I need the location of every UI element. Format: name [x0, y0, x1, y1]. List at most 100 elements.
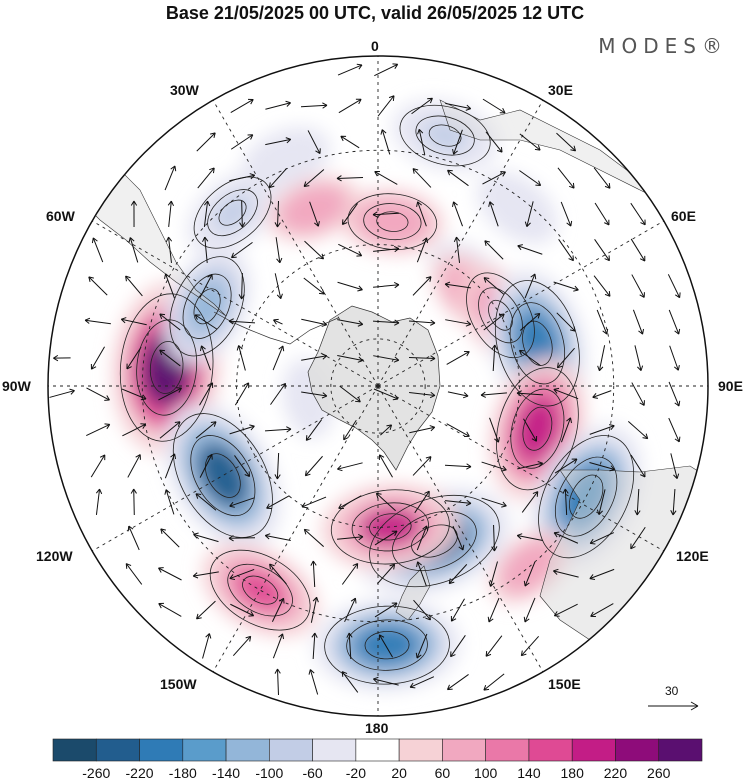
wind-arrow: [264, 533, 291, 542]
wind-arrow: [669, 345, 680, 371]
colorbar-tick-label: 260: [647, 765, 671, 781]
wind-arrow: [413, 599, 431, 621]
contour-line: [428, 124, 462, 147]
wind-arrow: [265, 137, 292, 146]
wind-arrow: [485, 635, 503, 657]
anomaly-blob: [292, 193, 335, 224]
wind-arrow: [130, 200, 138, 228]
wind-arrow: [303, 528, 325, 548]
contour-line: [522, 406, 553, 451]
wind-arrow: [337, 534, 364, 541]
wind-arrow: [446, 674, 469, 691]
wind-arrow: [589, 532, 615, 545]
colorbar-tick-label: 20: [391, 765, 407, 781]
wind-arrow: [301, 496, 327, 509]
wind-arrow: [483, 313, 505, 331]
meridian-line: [212, 99, 379, 387]
wind-arrow: [338, 243, 363, 257]
lon-label-90e: 90E: [718, 378, 743, 394]
wind-arrow: [122, 423, 147, 437]
wind-arrow: [589, 568, 615, 581]
wind-arrow: [90, 346, 105, 370]
wind-arrow: [519, 170, 542, 186]
wind-arrow: [557, 167, 575, 189]
wind-arrow: [523, 561, 536, 587]
wind-arrow: [481, 461, 507, 472]
wind-arrow: [594, 239, 610, 262]
contour-line: [494, 280, 580, 407]
wind-arrow: [336, 175, 364, 182]
wind-arrow: [194, 314, 218, 330]
wind-arrow: [445, 102, 472, 111]
wind-arrow: [524, 273, 537, 299]
wind-arrow: [86, 423, 111, 437]
contour-line: [538, 435, 635, 559]
lon-label-30w: 30W: [170, 82, 199, 98]
colorbar-tick-label: 220: [603, 765, 628, 781]
wind-arrow: [229, 173, 256, 182]
wind-arrow: [197, 167, 215, 189]
wind-arrow: [553, 531, 579, 544]
contour-line: [190, 435, 256, 517]
wind-arrow: [634, 488, 641, 516]
colorbar-swatch: [398, 738, 443, 762]
wind-arrow: [272, 345, 285, 371]
wind-arrow: [228, 318, 256, 325]
contour-line: [136, 319, 198, 416]
wind-arrow: [121, 388, 147, 401]
lon-label-120w: 120W: [36, 548, 73, 564]
colorbar-swatch: [571, 738, 616, 762]
contour-line: [172, 413, 273, 538]
wind-arrow: [487, 597, 500, 623]
wind-arrow: [411, 97, 433, 115]
contour-line: [330, 489, 450, 565]
contour-line: [568, 474, 604, 519]
wind-arrow: [274, 273, 283, 300]
wind-arrow: [373, 388, 399, 401]
wind-arrow: [375, 492, 396, 512]
colorbar-swatch: [485, 738, 530, 762]
wind-arrow: [53, 354, 71, 362]
wind-arrow: [488, 201, 499, 227]
antarctic-peninsula: [213, 311, 339, 345]
wind-arrow: [199, 274, 213, 298]
wind-arrow: [310, 596, 319, 623]
wind-arrow: [372, 211, 400, 218]
wind-arrow: [269, 563, 287, 585]
wind-arrow: [311, 632, 318, 660]
wind-arrow: [412, 456, 432, 476]
wind-arrow: [414, 490, 430, 514]
wind-arrow: [301, 353, 328, 361]
contour-line: [369, 494, 500, 588]
wind-arrow: [444, 281, 471, 289]
contour-line: [496, 367, 579, 491]
wind-arrow: [453, 236, 461, 263]
wind-arrow: [275, 237, 283, 264]
contour-line: [182, 273, 232, 339]
wind-arrow: [415, 633, 428, 659]
wind-arrow: [517, 244, 543, 255]
wind-arrow: [337, 462, 363, 472]
south-america-outline: [79, 159, 227, 317]
wind-arrow: [341, 203, 358, 226]
wind-arrow: [128, 237, 139, 263]
wind-arrow: [373, 245, 400, 253]
wind-arrow: [485, 131, 503, 153]
wind-arrow: [590, 603, 614, 618]
wind-arrow: [165, 236, 173, 263]
graticule: [48, 56, 708, 716]
wind-arrow: [273, 318, 283, 325]
wind-arrow: [631, 382, 645, 406]
meridian-line: [91, 385, 379, 552]
lon-label-60e: 60E: [671, 208, 696, 224]
wind-arrow: [553, 281, 579, 292]
wind-arrow: [417, 128, 426, 155]
contour-line: [351, 502, 429, 552]
wind-arrow: [412, 168, 432, 188]
wind-arrow: [310, 560, 317, 588]
wind-arrow: [562, 488, 569, 516]
wind-arrow: [516, 390, 544, 397]
antarctica-outline: [307, 305, 441, 471]
wind-arrow: [447, 169, 469, 187]
